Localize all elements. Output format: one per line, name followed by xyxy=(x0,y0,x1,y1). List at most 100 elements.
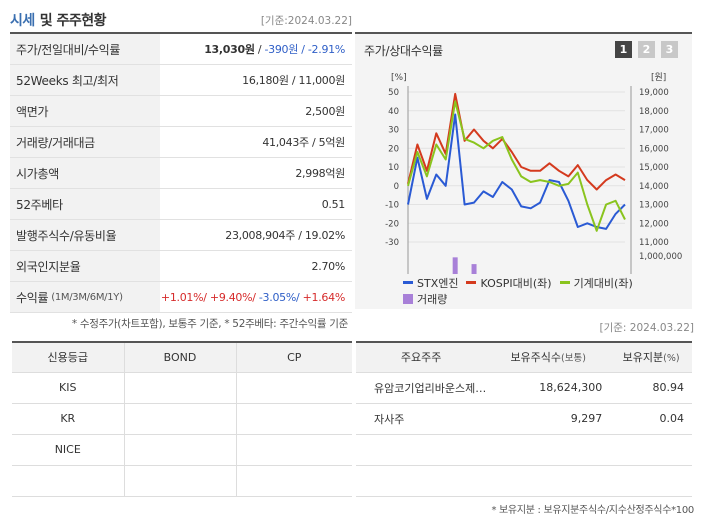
y-left-tick-label: 50 xyxy=(388,88,399,98)
quote-value: 2,500원 xyxy=(305,105,345,118)
change-value: -390원 xyxy=(264,43,299,56)
quote-row-volume: 거래량/거래대금 41,043주 / 5억원 xyxy=(10,127,352,158)
credit-cp xyxy=(236,434,352,466)
quote-label: 거래량/거래대금 xyxy=(10,127,160,157)
chart-title: 주가/상대수익률 xyxy=(364,44,443,58)
table-row xyxy=(356,434,692,466)
chart-tab-2[interactable]: 2 xyxy=(638,41,655,58)
credit-cp xyxy=(236,372,352,404)
quote-row-beta: 52주베타 0.51 xyxy=(10,189,352,220)
credit-header-bond: BOND xyxy=(124,342,237,373)
credit-cp xyxy=(236,403,352,435)
section-title-sub: 및 주주현황 xyxy=(39,13,107,29)
volume-tick-label: 1,000,000 xyxy=(639,252,682,262)
quote-label: 발행주식수/유동비율 xyxy=(10,220,160,250)
y-right-tick-label: 18,000 xyxy=(639,107,669,117)
y-right-unit: [원] xyxy=(651,72,666,83)
legend-item: KOSPI대비(좌) xyxy=(466,275,552,291)
holder-pct xyxy=(610,465,692,497)
series-line xyxy=(407,113,626,230)
quote-row-52w: 52Weeks 최고/최저 16,180원 / 11,000원 xyxy=(10,65,352,96)
holder-name: 자사주 xyxy=(356,403,487,435)
quote-value: +1.01%/ +9.40%/ -3.05%/ +1.64% xyxy=(160,291,352,304)
table-row xyxy=(356,496,692,525)
credit-bond xyxy=(124,434,237,466)
holder-shares xyxy=(486,496,611,525)
quote-label: 52Weeks 최고/최저 xyxy=(10,65,160,95)
quote-footnote: * 수정주가(차트포함), 보통주 기준, * 52주베타: 주간수익률 기준 xyxy=(71,318,348,330)
y-left-tick-label: 10 xyxy=(388,163,399,173)
quote-value: 23,008,904주 / 19.02% xyxy=(225,229,345,242)
table-row: 자사주 9,297 0.04 xyxy=(356,403,692,435)
legend-label: 기계대비(좌) xyxy=(573,276,633,290)
quote-label: 주가/전일대비/수익률 xyxy=(10,34,160,64)
credit-agency xyxy=(12,465,125,497)
chart-tab-group: 1 2 3 xyxy=(615,41,678,58)
table-row: 유암코기업리바운스제… 18,624,300 80.94 xyxy=(356,372,692,404)
holder-shares: 18,624,300 xyxy=(486,372,611,404)
y-left-tick-label: 40 xyxy=(388,107,399,117)
legend-swatch xyxy=(559,281,570,284)
returns-label: 수익률 xyxy=(16,290,49,305)
y-right-tick-label: 13,000 xyxy=(639,201,669,211)
chart-legend: STX엔진 KOSPI대비(좌) 기계대비(좌) 거래량 xyxy=(403,274,688,307)
holder-name: 유암코기업리바운스제… xyxy=(356,372,487,404)
quote-table: 주가/전일대비/수익률 13,030원 / -390원 / -2.91% 52W… xyxy=(10,32,352,313)
credit-agency: NICE xyxy=(12,434,125,466)
credit-header-cp: CP xyxy=(236,342,352,373)
y-left-tick-label: 20 xyxy=(388,144,399,154)
table-row: NICE xyxy=(12,434,352,466)
legend-swatch xyxy=(403,293,413,304)
legend-label: 거래량 xyxy=(417,292,448,306)
y-left-unit: [%] xyxy=(391,73,407,83)
section-title-main: 시세 xyxy=(10,13,35,29)
y-right-tick-label: 17,000 xyxy=(639,126,669,136)
quote-label: 액면가 xyxy=(10,96,160,126)
return-3m: +9.40%/ xyxy=(209,290,256,304)
credit-bond xyxy=(124,403,237,435)
table-row: KR xyxy=(12,403,352,435)
return-6m: -3.05%/ xyxy=(258,290,300,304)
quote-label: 외국인지분율 xyxy=(10,251,160,281)
section-header: 시세 및 주주현황 [기준:2024.03.22] xyxy=(10,8,352,32)
chart-tab-3[interactable]: 3 xyxy=(661,41,678,58)
legend-swatch xyxy=(403,281,413,284)
legend-item: 거래량 xyxy=(403,291,447,307)
y-left-tick-label: -30 xyxy=(385,238,399,248)
table-row xyxy=(356,465,692,497)
major-holders-table: 주요주주 보유주식수(보통) 보유지분(%) 유암코기업리바운스제… 18,62… xyxy=(356,341,692,525)
holders-header-shares: 보유주식수(보통) xyxy=(486,342,611,373)
quote-row-price: 주가/전일대비/수익률 13,030원 / -390원 / -2.91% xyxy=(10,34,352,65)
quote-row-shares: 발행주식수/유동비율 23,008,904주 / 19.02% xyxy=(10,220,352,251)
legend-item: STX엔진 xyxy=(403,275,458,291)
legend-label: KOSPI대비(좌) xyxy=(480,276,552,290)
y-right-tick-label: 19,000 xyxy=(639,88,669,98)
quote-value: 0.51 xyxy=(321,197,346,211)
y-left-tick-label: -20 xyxy=(385,219,399,229)
table-row xyxy=(12,465,352,497)
holders-header-name: 주요주주 xyxy=(356,342,487,373)
quote-label: 수익률 (1M/3M/6M/1Y) xyxy=(10,282,160,312)
holder-shares: 9,297 xyxy=(486,403,611,435)
y-right-tick-label: 15,000 xyxy=(639,163,669,173)
quote-row-returns: 수익률 (1M/3M/6M/1Y) +1.01%/ +9.40%/ -3.05%… xyxy=(10,282,352,313)
rate-value: -2.91% xyxy=(307,43,345,56)
y-left-tick-label: -10 xyxy=(385,201,399,211)
holder-pct xyxy=(610,434,692,466)
credit-bond xyxy=(124,465,237,497)
quote-label: 시가총액 xyxy=(10,158,160,188)
quote-row-marketcap: 시가총액 2,998억원 xyxy=(10,158,352,189)
quote-value: 13,030원 / -390원 / -2.91% xyxy=(204,43,345,56)
chart-tab-1[interactable]: 1 xyxy=(615,41,632,58)
credit-bond xyxy=(124,372,237,404)
credit-cp xyxy=(236,465,352,497)
chart-panel: 주가/상대수익률 1 2 3 [%] [원] 50 40 30 20 10 0 -10 -20 -3… xyxy=(355,32,692,309)
volume-bar xyxy=(471,264,477,274)
series-line xyxy=(407,92,626,191)
credit-header-rating: 신용등급 xyxy=(12,342,125,373)
holders-header-pct: 보유지분(%) xyxy=(610,342,692,373)
credit-agency: KR xyxy=(12,403,125,435)
price-value: 13,030원 xyxy=(204,43,255,56)
holder-name xyxy=(356,465,487,497)
quote-value: 2,998억원 xyxy=(295,167,345,180)
